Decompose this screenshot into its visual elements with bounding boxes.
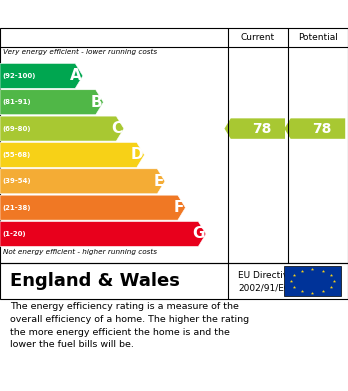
Polygon shape (0, 90, 103, 115)
Text: 78: 78 (252, 122, 271, 136)
Text: Energy Efficiency Rating: Energy Efficiency Rating (7, 7, 217, 22)
Text: (55-68): (55-68) (3, 152, 31, 158)
Text: EU Directive: EU Directive (238, 271, 294, 280)
Text: A: A (70, 68, 81, 83)
Text: D: D (130, 147, 143, 162)
Text: B: B (90, 95, 102, 110)
Polygon shape (0, 169, 165, 194)
Text: (1-20): (1-20) (3, 231, 26, 237)
Polygon shape (0, 116, 124, 141)
Text: England & Wales: England & Wales (10, 272, 180, 290)
Text: 2002/91/EC: 2002/91/EC (238, 284, 291, 293)
Polygon shape (0, 195, 185, 220)
Text: E: E (153, 174, 164, 189)
Bar (284, 266, 341, 296)
Polygon shape (224, 118, 285, 139)
Text: (81-91): (81-91) (3, 99, 31, 105)
Text: Not energy efficient - higher running costs: Not energy efficient - higher running co… (3, 249, 158, 255)
Text: Current: Current (241, 33, 275, 42)
Polygon shape (0, 63, 83, 88)
Polygon shape (284, 118, 345, 139)
Text: C: C (111, 121, 122, 136)
Text: (92-100): (92-100) (3, 73, 36, 79)
Text: F: F (174, 200, 184, 215)
Text: (21-38): (21-38) (3, 204, 31, 211)
Text: Very energy efficient - lower running costs: Very energy efficient - lower running co… (3, 49, 158, 56)
Text: Potential: Potential (298, 33, 338, 42)
Text: (69-80): (69-80) (3, 126, 31, 132)
Polygon shape (0, 142, 144, 167)
Text: The energy efficiency rating is a measure of the
overall efficiency of a home. T: The energy efficiency rating is a measur… (10, 302, 250, 350)
Text: 78: 78 (312, 122, 331, 136)
Text: G: G (192, 226, 205, 242)
Polygon shape (0, 222, 206, 246)
Text: (39-54): (39-54) (3, 178, 31, 184)
